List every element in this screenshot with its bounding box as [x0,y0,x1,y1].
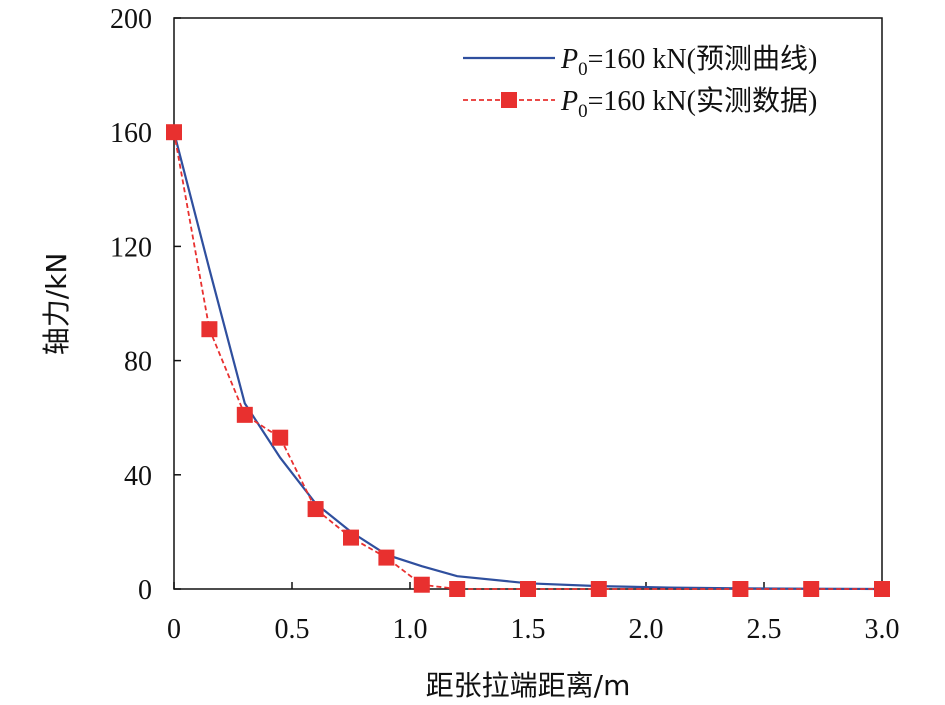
data-point-marker [732,581,749,597]
series-layer [166,124,890,597]
data-point-marker [803,581,820,597]
x-tick-label: 2.0 [629,614,664,645]
y-tick-label: 120 [110,232,152,263]
data-point-marker [520,581,536,597]
series-line-1 [172,131,883,591]
x-axis-title: 距张拉端距离/m [426,669,631,702]
y-tick-label: 80 [124,347,152,378]
data-point-marker [413,576,430,593]
x-tick-label: 1.0 [393,614,428,645]
y-tick-label: 0 [138,575,152,606]
y-tick-label: 160 [110,118,152,149]
y-axis-title: 轴力/kN [40,253,73,356]
x-tick-label: 2.5 [747,614,782,645]
legend-label-2: P0=160 kN(实测数据) [560,85,817,122]
data-point-marker [201,321,218,338]
x-tick-label: 0.5 [275,614,310,645]
data-point-marker [343,529,359,546]
data-point-marker [166,124,182,141]
data-point-marker [590,581,607,597]
legend: P0=160 kN(预测曲线) P0=160 kN(实测数据) [463,43,817,122]
y-tick-label: 40 [124,461,152,492]
data-point-marker [378,549,395,566]
x-axis-ticks: 0 0.5 1.0 1.5 2.0 2.5 3.0 [167,582,900,645]
data-point-marker [874,581,890,597]
legend-swatch-marker [501,92,517,108]
x-tick-label: 3.0 [865,614,900,645]
series-line-2 [173,132,882,590]
data-point-marker [272,429,289,446]
x-tick-label: 1.5 [511,614,546,645]
data-point-marker [236,406,253,423]
data-point-marker [307,501,324,518]
y-axis-ticks: 0 40 80 120 160 200 [110,4,181,606]
x-tick-label: 0 [167,614,181,645]
data-point-marker [449,581,466,597]
legend-label-1: P0=160 kN(预测曲线) [560,43,817,80]
y-tick-label: 200 [110,4,152,35]
